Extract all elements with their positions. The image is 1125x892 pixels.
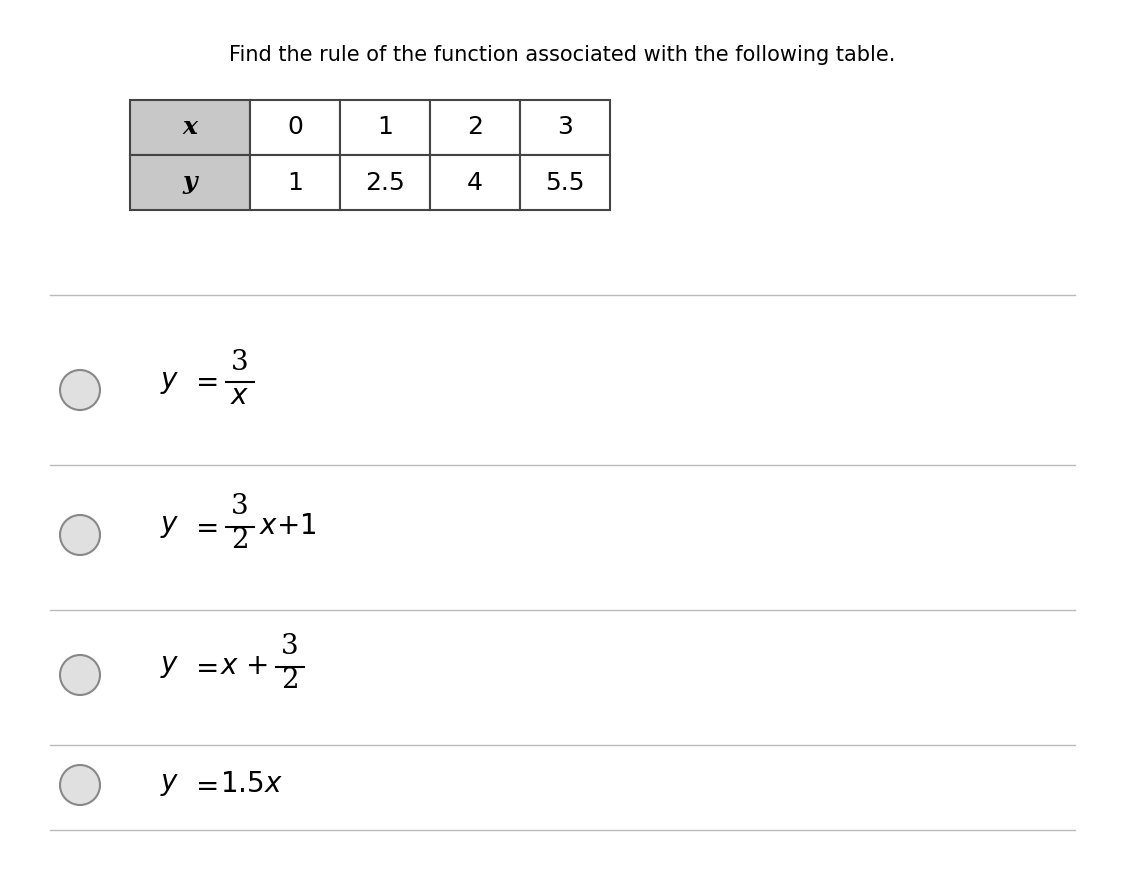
Text: 1: 1 bbox=[377, 115, 393, 139]
Text: 2.5: 2.5 bbox=[366, 170, 405, 194]
Text: $+$: $+$ bbox=[245, 654, 268, 681]
Text: $\mathit{x}$: $\mathit{x}$ bbox=[220, 654, 240, 681]
Text: $=$: $=$ bbox=[190, 654, 218, 681]
Bar bbox=[520, 100, 610, 155]
Text: $=$: $=$ bbox=[190, 772, 218, 798]
Text: 3: 3 bbox=[232, 493, 249, 521]
Text: 3: 3 bbox=[557, 115, 573, 139]
Text: 4: 4 bbox=[467, 170, 483, 194]
Bar bbox=[130, 100, 250, 155]
Circle shape bbox=[60, 515, 100, 555]
Text: 2: 2 bbox=[467, 115, 483, 139]
Text: Find the rule of the function associated with the following table.: Find the rule of the function associated… bbox=[229, 45, 896, 65]
Bar bbox=[520, 155, 610, 210]
Text: 5.5: 5.5 bbox=[546, 170, 585, 194]
Text: 1: 1 bbox=[287, 170, 303, 194]
Text: 3: 3 bbox=[281, 633, 299, 660]
Circle shape bbox=[60, 370, 100, 410]
Bar bbox=[250, 155, 340, 210]
Text: 0: 0 bbox=[287, 115, 303, 139]
Text: $\mathit{y}$: $\mathit{y}$ bbox=[160, 654, 179, 681]
Text: 2: 2 bbox=[232, 527, 249, 555]
Text: $\mathit{x}$$+1$: $\mathit{x}$$+1$ bbox=[259, 514, 316, 541]
Bar bbox=[430, 155, 520, 210]
Text: $=$: $=$ bbox=[190, 368, 218, 395]
Circle shape bbox=[60, 765, 100, 805]
Text: x: x bbox=[182, 115, 198, 139]
Bar bbox=[130, 155, 250, 210]
Bar bbox=[430, 100, 520, 155]
Text: $\mathit{y}$: $\mathit{y}$ bbox=[160, 368, 179, 395]
Text: y: y bbox=[182, 170, 197, 194]
Text: $\mathit{y}$: $\mathit{y}$ bbox=[160, 514, 179, 541]
Text: 3: 3 bbox=[232, 349, 249, 376]
Text: $\mathit{x}$: $\mathit{x}$ bbox=[231, 383, 250, 409]
Bar bbox=[250, 100, 340, 155]
Text: 2: 2 bbox=[281, 667, 299, 695]
Circle shape bbox=[60, 655, 100, 695]
Text: $1.5\mathit{x}$: $1.5\mathit{x}$ bbox=[220, 772, 282, 798]
Text: $\mathit{y}$: $\mathit{y}$ bbox=[160, 772, 179, 798]
Bar bbox=[340, 155, 430, 210]
Bar bbox=[340, 100, 430, 155]
Text: $=$: $=$ bbox=[190, 514, 218, 541]
